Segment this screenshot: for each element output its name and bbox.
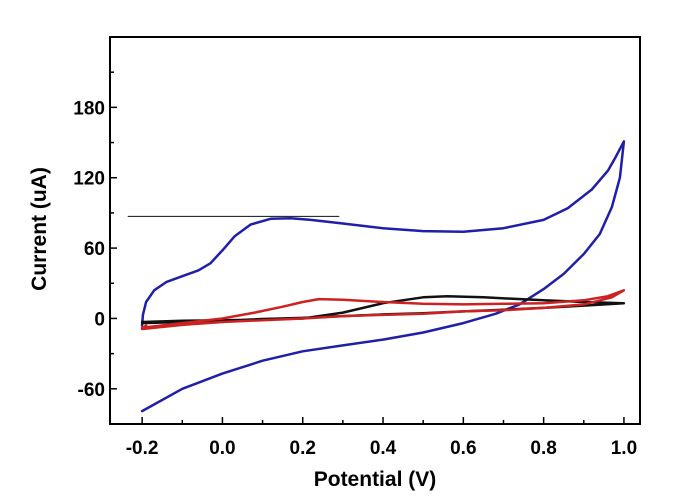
x-tick-label: 1.0 — [611, 438, 637, 459]
y-axis-title: Current (uA) — [28, 167, 51, 291]
y-tick-label: 60 — [84, 239, 105, 260]
x-tick-label: 0.6 — [450, 438, 476, 459]
y-tick-label: 120 — [73, 169, 105, 190]
series-line-3 — [140, 289, 626, 331]
y-tick-label: -60 — [78, 380, 105, 401]
y-tick-label: 180 — [73, 98, 105, 119]
x-tick-label: 0.8 — [530, 438, 556, 459]
x-tick-label: 0.0 — [209, 438, 235, 459]
x-axis-title: Potential (V) — [314, 468, 437, 491]
y-axis-ticks: -60 0 60 120 180 — [73, 71, 117, 425]
x-tick-label: 0.2 — [290, 438, 316, 459]
x-axis-ticks: -0.2 0.0 0.2 0.4 0.6 0.8 1.0 — [126, 417, 637, 459]
series-line-1 — [140, 140, 626, 413]
plot-frame — [109, 36, 641, 425]
x-tick-label: 0.4 — [370, 438, 397, 459]
y-tick-label: 0 — [94, 309, 105, 330]
series-layer — [127, 140, 626, 413]
x-tick-label: -0.2 — [126, 438, 159, 459]
